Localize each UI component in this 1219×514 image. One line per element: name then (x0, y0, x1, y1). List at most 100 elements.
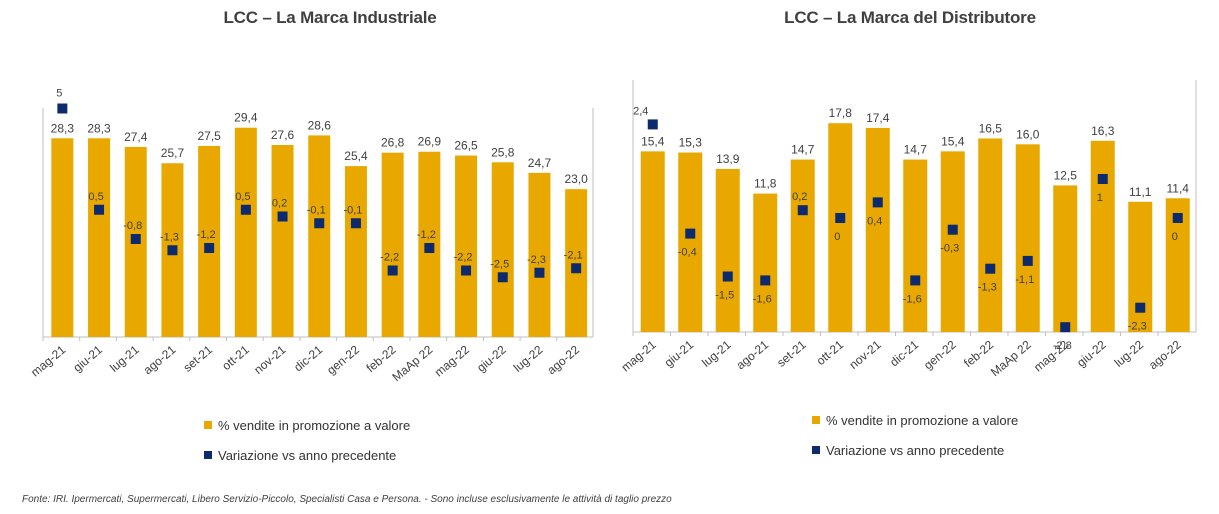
variation-marker (685, 228, 696, 239)
variation-marker (1097, 174, 1108, 184)
variation-marker (947, 224, 958, 235)
variation-marker (722, 271, 733, 282)
variation-value-label: -0,3 (940, 243, 959, 255)
bar (51, 138, 74, 337)
legend-swatch-bar (204, 421, 212, 429)
chart-title-industriale: LCC – La Marca Industriale (223, 8, 437, 27)
bar-value-label: 26,8 (381, 136, 405, 150)
variation-marker (835, 213, 846, 223)
bar (640, 151, 665, 332)
bar (344, 166, 367, 337)
variation-value-label: 1 (1097, 192, 1103, 204)
bar-value-label: 23,0 (564, 172, 588, 186)
bar-value-label: 15,3 (679, 136, 703, 150)
variation-marker (872, 197, 883, 208)
legend-label-marker: Variazione vs anno precedente (826, 442, 1005, 458)
variation-marker (760, 275, 771, 286)
variation-marker (57, 103, 68, 114)
variation-marker (167, 245, 178, 256)
bar (565, 189, 588, 337)
variation-marker (1022, 255, 1033, 266)
variation-value-label: 0,2 (792, 191, 807, 203)
bar (790, 159, 815, 332)
x-tick-label: giu-22 (474, 342, 509, 374)
variation-value-label: -0,4 (678, 247, 697, 259)
bar-value-label: 26,9 (418, 135, 442, 149)
variation-value-label: -2,2 (380, 252, 399, 264)
bar-value-label: 16,3 (1091, 124, 1115, 138)
bar (828, 123, 853, 333)
variation-marker (350, 218, 361, 229)
bar (1015, 144, 1040, 332)
bar-value-label: 17,4 (866, 111, 890, 125)
bar (528, 172, 551, 337)
bar (271, 145, 294, 337)
variation-value-label: -2,8 (1053, 340, 1072, 352)
bar-value-label: 27,5 (197, 129, 221, 143)
x-tick-label: giu-21 (70, 342, 105, 374)
legend-label-bar: % vendite in promozione a valore (218, 417, 411, 433)
bar (234, 127, 257, 337)
variation-value-label: 0,5 (235, 191, 250, 203)
x-tick-label: lug-22 (511, 342, 546, 374)
bar-value-label: 14,7 (904, 143, 928, 157)
variation-value-label: -1,5 (715, 290, 734, 302)
x-tick-label: ago-22 (1146, 337, 1184, 372)
variation-value-label: -2,3 (527, 254, 546, 266)
x-tick-label: dic-21 (887, 337, 921, 369)
x-tick-label: dic-21 (291, 342, 325, 374)
x-tick-label: nov-21 (251, 342, 288, 377)
x-tick-label: lug-22 (1112, 337, 1147, 369)
bar (903, 159, 928, 332)
bar-value-label: 16,5 (979, 121, 1003, 135)
bar (381, 152, 404, 337)
x-tick-label: giu-22 (1074, 337, 1109, 369)
legend-item-marker: Variazione vs anno precedente (812, 435, 1018, 465)
bar (678, 152, 703, 332)
bar-value-label: 27,6 (271, 128, 295, 142)
bar-value-label: 17,8 (829, 106, 853, 120)
variation-value-label: -1,2 (417, 229, 436, 241)
variation-value-label: -1,6 (903, 293, 922, 305)
bar (1090, 140, 1115, 332)
variation-value-label: -1,1 (1015, 274, 1034, 286)
bar-value-label: 14,7 (791, 143, 815, 157)
bar-value-label: 25,4 (344, 149, 368, 163)
x-tick-label: mag-21 (28, 342, 68, 379)
legend-item-bar: % vendite in promozione a valore (812, 405, 1018, 435)
variation-value-label: 0,4 (867, 215, 882, 227)
legend-swatch-bar (812, 416, 820, 424)
bar (455, 155, 478, 337)
variation-marker (130, 234, 141, 244)
x-tick-label: mag-22 (432, 342, 472, 379)
legend-item-bar: % vendite in promozione a valore (204, 410, 410, 440)
variation-value-label: -1,2 (197, 229, 216, 241)
x-tick-label: mag-21 (619, 337, 659, 374)
variation-value-label: -0,1 (307, 204, 326, 216)
variation-marker (204, 243, 215, 253)
bar-value-label: 27,4 (124, 130, 148, 144)
variation-value-label: 2,4 (633, 105, 648, 117)
variation-value-label: -1,6 (753, 293, 772, 305)
x-tick-label: giu-21 (662, 337, 697, 369)
bar (1053, 185, 1078, 332)
x-tick-label: ott-21 (219, 342, 252, 373)
variation-marker (571, 263, 582, 274)
x-tick-label: MaAp 22 (988, 337, 1034, 379)
legend-swatch-marker (812, 446, 820, 454)
bar (198, 145, 221, 337)
bar (978, 138, 1003, 332)
variation-value-label: -0,1 (343, 204, 362, 216)
bar-value-label: 29,4 (234, 111, 258, 125)
x-tick-label: gen-22 (324, 342, 362, 377)
variation-value-label: 0 (1172, 231, 1178, 243)
legend-industriale: % vendite in promozione a valore Variazi… (204, 410, 410, 470)
x-tick-label: gen-22 (921, 337, 959, 372)
variation-marker (910, 275, 921, 286)
variation-marker (424, 243, 435, 253)
x-tick-label: ott-21 (814, 337, 847, 368)
variation-marker (314, 218, 325, 229)
x-tick-label: ago-21 (141, 342, 179, 377)
variation-marker (277, 211, 288, 222)
bar (715, 168, 740, 332)
